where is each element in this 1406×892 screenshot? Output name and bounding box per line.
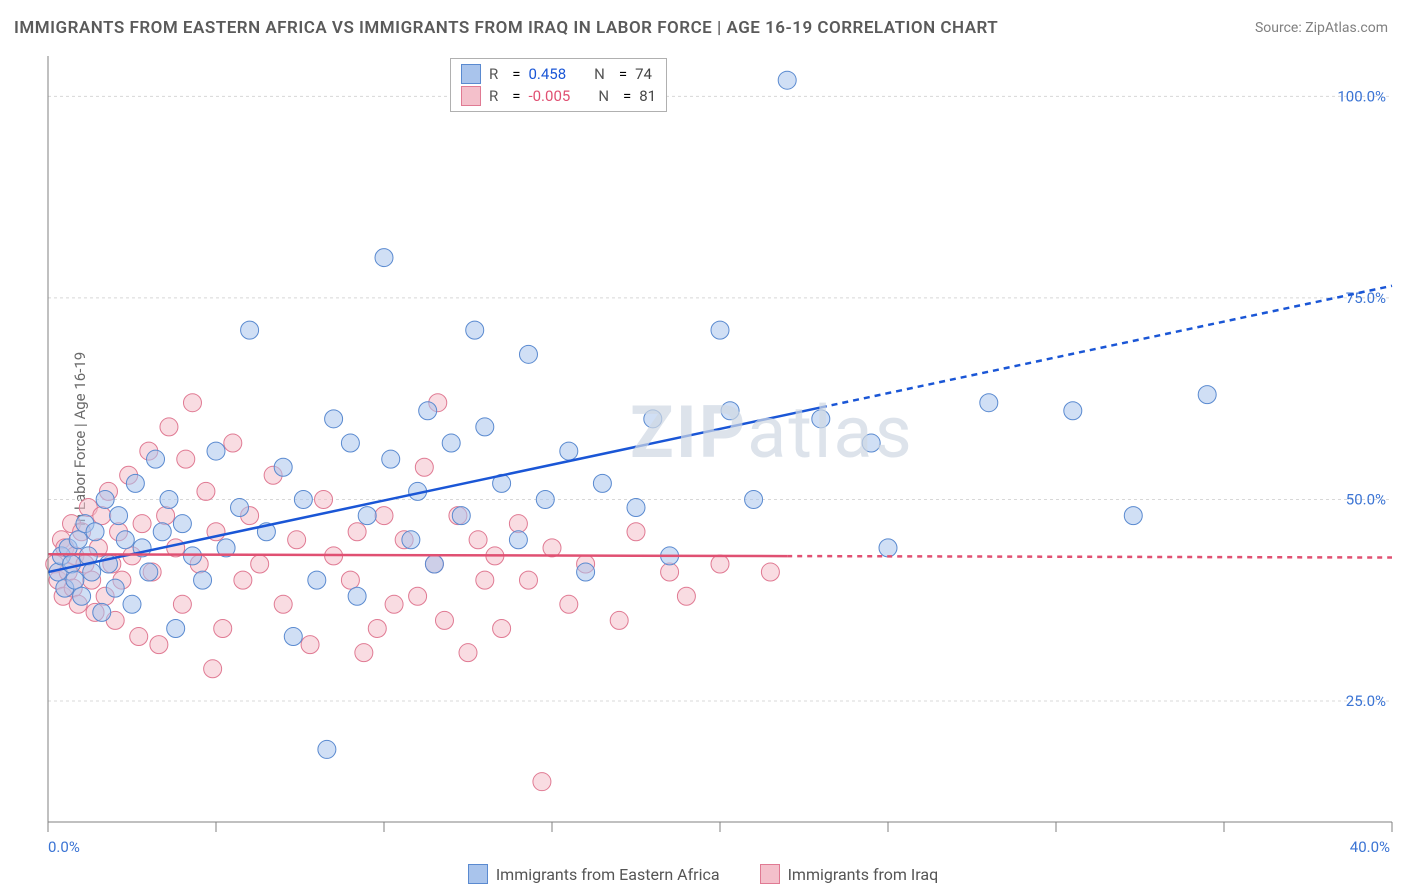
n-value: 74 <box>635 63 652 85</box>
stats-row: R = 0.458 N = 74 <box>461 63 656 85</box>
r-label: R <box>489 63 498 85</box>
r-value: 0.458 <box>528 63 566 85</box>
svg-text:25.0%: 25.0% <box>1346 692 1386 710</box>
svg-text:50.0%: 50.0% <box>1346 490 1386 508</box>
r-value: -0.005 <box>528 85 570 107</box>
stats-legend: R = 0.458 N = 74 R = -0.005 N = 81 <box>450 58 667 112</box>
n-label: N <box>598 85 609 107</box>
svg-text:75.0%: 75.0% <box>1346 289 1386 307</box>
svg-text:0.0%: 0.0% <box>48 838 80 856</box>
legend-item: Immigrants from Eastern Africa <box>468 864 720 884</box>
svg-text:40.0%: 40.0% <box>1350 838 1390 856</box>
r-label: R <box>489 85 498 107</box>
n-value: 81 <box>639 85 656 107</box>
n-label: N <box>594 63 605 85</box>
correlation-chart: 25.0% 50.0% 75.0% 100.0% 0.0% 40.0% <box>0 0 1406 892</box>
stats-row: R = -0.005 N = 81 <box>461 85 656 107</box>
series-swatch-icon <box>468 864 488 884</box>
legend-item: Immigrants from Iraq <box>760 864 939 884</box>
series-swatch-icon <box>760 864 780 884</box>
series-legend: Immigrants from Eastern Africa Immigrant… <box>0 864 1406 884</box>
legend-label: Immigrants from Eastern Africa <box>496 865 720 884</box>
series-swatch-icon <box>461 86 481 106</box>
legend-label: Immigrants from Iraq <box>788 865 939 884</box>
svg-text:100.0%: 100.0% <box>1337 87 1386 105</box>
series-swatch-icon <box>461 64 481 84</box>
